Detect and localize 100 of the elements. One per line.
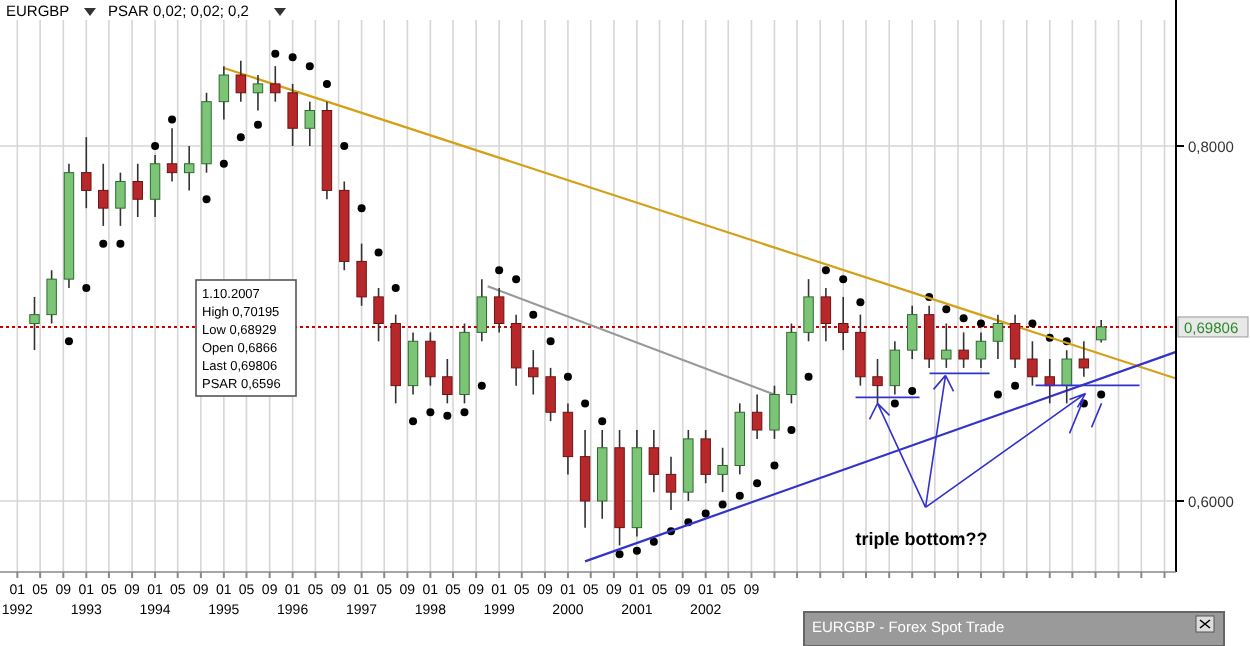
candlestick [579, 429, 591, 529]
point [753, 479, 762, 488]
point [839, 275, 848, 284]
point [64, 337, 73, 346]
point [305, 62, 314, 71]
point [598, 417, 607, 426]
candlestick [1061, 349, 1072, 405]
candlestick [665, 455, 677, 511]
candlestick [1044, 358, 1055, 405]
point [116, 239, 125, 248]
point [271, 49, 280, 58]
point [735, 491, 744, 500]
candlestick [1078, 340, 1090, 378]
point [1011, 381, 1020, 390]
candlestick [562, 402, 574, 476]
candlestick [235, 60, 247, 103]
candlestick [958, 331, 969, 369]
point [581, 399, 590, 408]
point [409, 417, 418, 426]
candlestick [373, 287, 384, 343]
candlestick [407, 331, 419, 396]
candlestick [975, 331, 987, 369]
point [82, 284, 91, 293]
point [168, 115, 177, 124]
candlestick [906, 304, 918, 360]
point [460, 408, 469, 417]
point [322, 79, 331, 88]
candlestick [183, 145, 195, 192]
candlestick [149, 154, 161, 218]
candlestick [356, 242, 367, 307]
point [770, 461, 779, 470]
candlestick [751, 393, 763, 440]
candlestick [803, 278, 814, 343]
candlestick [166, 127, 178, 183]
point [908, 386, 917, 395]
candlestick [1095, 319, 1107, 344]
point [632, 546, 641, 555]
candlestick [1009, 313, 1021, 369]
point [649, 537, 658, 546]
candlestick [81, 136, 92, 209]
point [236, 133, 245, 142]
candlestick [855, 313, 866, 387]
point [357, 204, 366, 213]
point [253, 120, 262, 129]
candlestick [270, 65, 281, 103]
point [942, 305, 951, 314]
candlestick [425, 331, 436, 387]
point [959, 314, 968, 323]
candlestick [46, 269, 57, 325]
point [340, 142, 349, 151]
candlestick [941, 322, 952, 369]
point [426, 408, 435, 417]
candlestick [528, 349, 539, 396]
annotation: triple bottom?? [855, 529, 988, 550]
candlestick [510, 313, 522, 387]
point [804, 372, 813, 381]
candlestick [838, 296, 849, 351]
candlestick [218, 65, 230, 121]
point [615, 550, 624, 559]
point [374, 248, 383, 257]
candlestick [493, 287, 505, 334]
candlestick [545, 367, 556, 422]
candlestick [992, 313, 1004, 360]
candlestick [287, 83, 298, 147]
candlestick [648, 429, 660, 493]
candlestick [820, 287, 832, 343]
point [219, 159, 228, 168]
candlestick [442, 358, 453, 405]
point [563, 372, 572, 381]
point [202, 195, 211, 204]
candlestick [872, 358, 883, 405]
candlestick [717, 446, 728, 493]
candlestick [132, 162, 143, 218]
point [787, 426, 796, 435]
candlestick [304, 100, 315, 147]
point [856, 298, 865, 307]
point [99, 239, 108, 248]
point [151, 142, 160, 151]
point [288, 53, 297, 62]
candlestick [700, 429, 711, 485]
candlestick [115, 171, 126, 227]
point [890, 399, 899, 408]
candlestick [476, 278, 488, 343]
point [391, 284, 400, 293]
point [546, 337, 555, 346]
candlestick [769, 384, 780, 440]
point [1028, 319, 1037, 328]
candlestick [29, 296, 40, 351]
point [512, 275, 521, 284]
point [701, 509, 710, 518]
candlestick [923, 304, 935, 369]
point [821, 266, 830, 275]
candlestick [1027, 340, 1038, 387]
point [443, 411, 452, 420]
point [1097, 390, 1106, 399]
candlestick [252, 74, 264, 112]
point [718, 500, 727, 509]
candlestick [889, 340, 901, 396]
point [976, 319, 985, 328]
point [993, 390, 1002, 399]
